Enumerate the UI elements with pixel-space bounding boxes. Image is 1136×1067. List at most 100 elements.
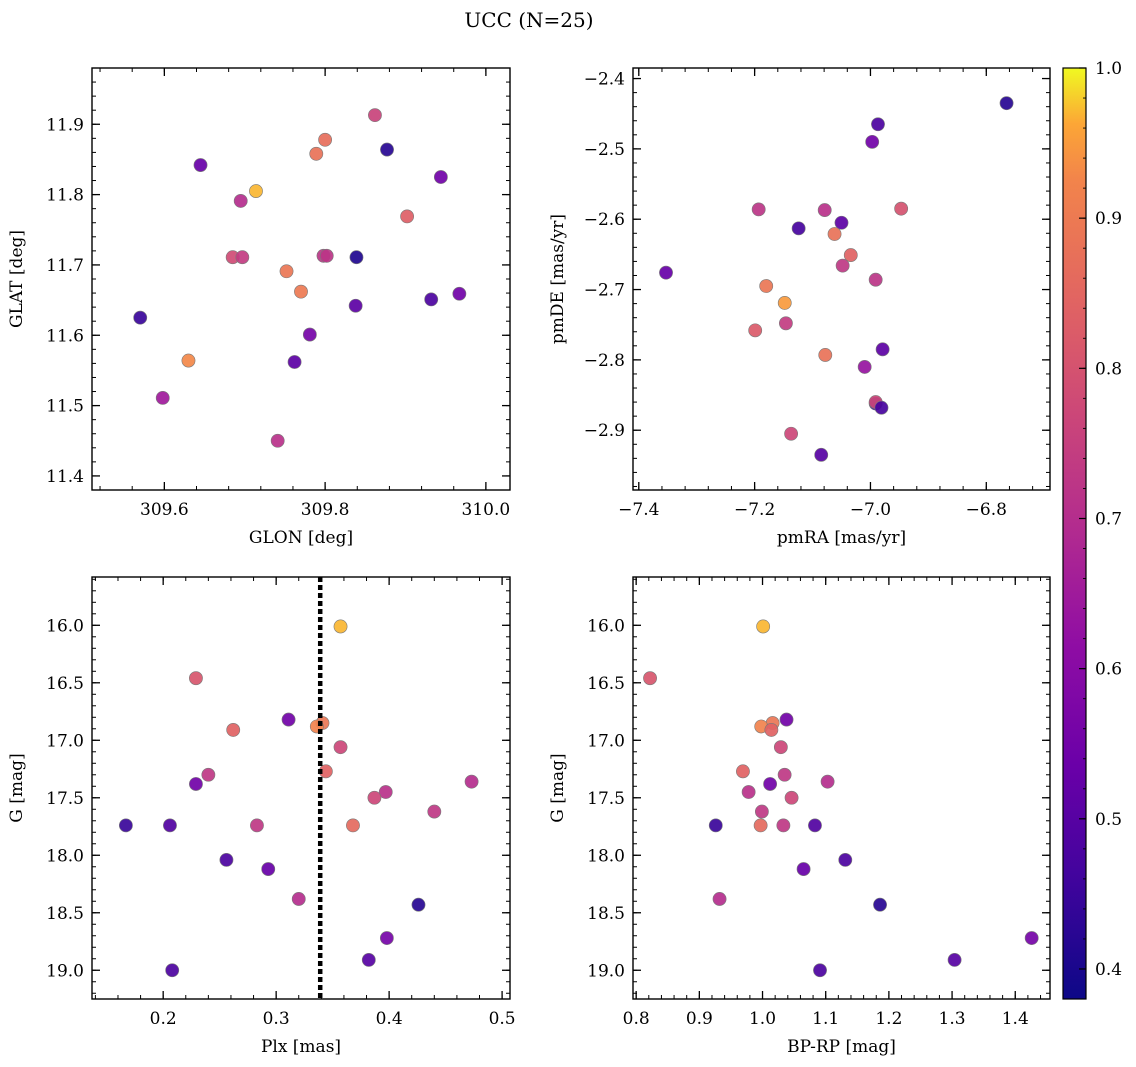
x-tick-label: 1.2 bbox=[875, 1009, 902, 1029]
data-point bbox=[763, 777, 778, 791]
y-tick-label: 11.9 bbox=[46, 115, 84, 135]
data-point bbox=[756, 619, 771, 634]
axes-frame bbox=[91, 67, 511, 491]
colorbar-tick-label: 0.9 bbox=[1095, 209, 1122, 229]
x-tick-label: 0.8 bbox=[623, 1009, 650, 1029]
data-point bbox=[784, 790, 799, 805]
data-point bbox=[1024, 931, 1039, 945]
data-point bbox=[759, 279, 774, 293]
data-point bbox=[659, 265, 673, 280]
data-point bbox=[250, 818, 264, 833]
x-tick-label: 1.0 bbox=[749, 1009, 776, 1029]
x-tick-label: 0.9 bbox=[686, 1009, 713, 1029]
data-point bbox=[163, 818, 177, 833]
data-point bbox=[751, 202, 766, 217]
data-point bbox=[817, 203, 832, 217]
y-tick-label: 18.5 bbox=[46, 904, 84, 924]
data-point bbox=[319, 248, 334, 263]
data-point bbox=[261, 862, 276, 876]
data-point bbox=[808, 818, 822, 833]
data-point bbox=[181, 353, 196, 368]
data-point bbox=[827, 227, 842, 241]
y-tick-label: −2.7 bbox=[584, 281, 625, 301]
data-point bbox=[235, 250, 250, 265]
y-tick-label: 19.0 bbox=[587, 961, 625, 981]
data-point bbox=[838, 852, 853, 867]
data-point bbox=[281, 712, 296, 727]
data-point bbox=[193, 158, 208, 172]
data-point bbox=[776, 818, 791, 833]
data-point bbox=[165, 963, 180, 978]
x-tick-label: 1.4 bbox=[1002, 1009, 1029, 1029]
x-axis-label: GLON [deg] bbox=[249, 528, 353, 548]
data-point bbox=[400, 209, 415, 224]
data-point bbox=[712, 892, 727, 906]
panel-glon-glat: 309.6 309.8 310.0 11.4 11.5 11.6 11.7 11.8 11.9 G… bbox=[7, 67, 511, 548]
data-point bbox=[333, 619, 348, 634]
data-point bbox=[777, 296, 792, 310]
data-point bbox=[219, 852, 234, 867]
data-point bbox=[309, 146, 324, 161]
data-point bbox=[779, 712, 794, 727]
data-point bbox=[368, 108, 382, 123]
y-tick-label: 11.8 bbox=[46, 186, 84, 206]
x-tick-label: 1.3 bbox=[939, 1009, 966, 1029]
y-tick-label: 19.0 bbox=[46, 961, 84, 981]
data-point bbox=[379, 931, 394, 945]
colorbar: 0.4 0.5 0.6 0.7 0.8 0.9 1.0 bbox=[1062, 59, 1122, 1000]
data-point bbox=[226, 723, 241, 737]
colorbar-tick-label: 0.7 bbox=[1095, 509, 1122, 529]
data-point bbox=[736, 764, 750, 779]
data-point bbox=[452, 286, 467, 301]
data-point bbox=[875, 342, 890, 357]
colorbar-tick-label: 0.4 bbox=[1095, 960, 1122, 980]
y-tick-label: 16.5 bbox=[46, 674, 84, 694]
data-point bbox=[873, 897, 887, 912]
panel-bprp-g: 0.8 0.9 1.0 1.1 1.2 1.3 1.4 16.0 16.5 17.0 17.5 18.… bbox=[548, 576, 1051, 1057]
data-point bbox=[643, 671, 657, 686]
x-tick-label: 1.1 bbox=[812, 1009, 839, 1029]
x-tick-label: 0.5 bbox=[489, 1009, 516, 1029]
y-tick-label: 16.5 bbox=[587, 674, 625, 694]
data-point bbox=[279, 264, 294, 279]
data-point bbox=[784, 426, 799, 441]
data-point bbox=[871, 117, 885, 132]
data-point bbox=[865, 134, 880, 149]
data-point bbox=[249, 184, 263, 198]
x-tick-label: 309.6 bbox=[140, 500, 189, 520]
data-point bbox=[813, 963, 827, 978]
data-point bbox=[874, 400, 889, 415]
data-point bbox=[857, 360, 872, 374]
data-point bbox=[424, 292, 439, 307]
y-axis-label: GLAT [deg] bbox=[7, 230, 27, 328]
data-point bbox=[464, 774, 479, 789]
data-point bbox=[189, 671, 203, 686]
data-point bbox=[741, 785, 756, 799]
y-tick-label: 11.6 bbox=[46, 326, 84, 346]
data-point bbox=[773, 740, 788, 755]
data-point bbox=[835, 258, 850, 273]
data-point bbox=[155, 390, 170, 405]
data-point bbox=[349, 250, 364, 265]
axes-frame bbox=[91, 576, 511, 1000]
axes-frame bbox=[632, 67, 1051, 491]
data-point bbox=[748, 323, 763, 338]
y-tick-label: 16.0 bbox=[46, 616, 84, 636]
data-point bbox=[287, 355, 302, 369]
y-tick-label: −2.6 bbox=[584, 210, 625, 230]
data-point bbox=[380, 142, 394, 157]
x-tick-label: −6.8 bbox=[966, 500, 1007, 520]
y-tick-label: 18.0 bbox=[46, 846, 84, 866]
y-tick-label: −2.5 bbox=[584, 140, 625, 160]
x-axis-label: BP-RP [mag] bbox=[787, 1037, 896, 1057]
data-point bbox=[814, 447, 829, 462]
colorbar-tick-label: 1.0 bbox=[1095, 59, 1122, 79]
data-point bbox=[270, 433, 285, 448]
figure-title: UCC (N=25) bbox=[464, 8, 593, 32]
data-point bbox=[818, 348, 833, 362]
y-tick-label: 17.5 bbox=[46, 789, 84, 809]
data-point bbox=[189, 777, 203, 791]
data-point bbox=[361, 953, 376, 967]
x-tick-label: 0.3 bbox=[263, 1009, 290, 1029]
